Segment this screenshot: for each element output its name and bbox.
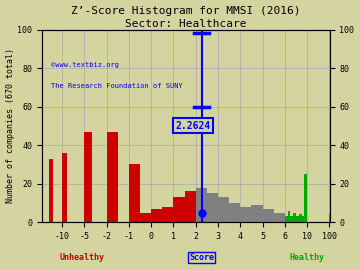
- Text: 2.2624: 2.2624: [175, 121, 211, 131]
- Text: The Research Foundation of SUNY: The Research Foundation of SUNY: [51, 83, 183, 89]
- Bar: [240, 207, 251, 222]
- Bar: [229, 203, 240, 222]
- Bar: [185, 191, 196, 222]
- Bar: [140, 212, 151, 222]
- Bar: [218, 197, 229, 222]
- Bar: [262, 209, 274, 222]
- Bar: [196, 187, 207, 222]
- Bar: [129, 164, 140, 222]
- Bar: [84, 132, 92, 222]
- Bar: [304, 174, 307, 222]
- Bar: [288, 211, 291, 222]
- Bar: [302, 216, 304, 222]
- Bar: [285, 216, 288, 222]
- Text: ©www.textbiz.org: ©www.textbiz.org: [51, 62, 119, 68]
- Bar: [299, 214, 302, 222]
- Bar: [62, 153, 67, 222]
- Bar: [296, 216, 299, 222]
- Title: Z’-Score Histogram for MMSI (2016)
Sector: Healthcare: Z’-Score Histogram for MMSI (2016) Secto…: [71, 6, 301, 29]
- Bar: [251, 205, 262, 222]
- Bar: [162, 207, 174, 222]
- Text: Healthy: Healthy: [290, 253, 325, 262]
- Bar: [151, 209, 162, 222]
- Text: Score: Score: [189, 253, 214, 262]
- Y-axis label: Number of companies (670 total): Number of companies (670 total): [5, 48, 14, 203]
- Bar: [49, 158, 53, 222]
- Bar: [207, 193, 218, 222]
- Bar: [291, 216, 293, 222]
- Bar: [174, 197, 185, 222]
- Bar: [293, 212, 296, 222]
- Bar: [107, 132, 118, 222]
- Text: Unhealthy: Unhealthy: [60, 253, 105, 262]
- Bar: [274, 212, 285, 222]
